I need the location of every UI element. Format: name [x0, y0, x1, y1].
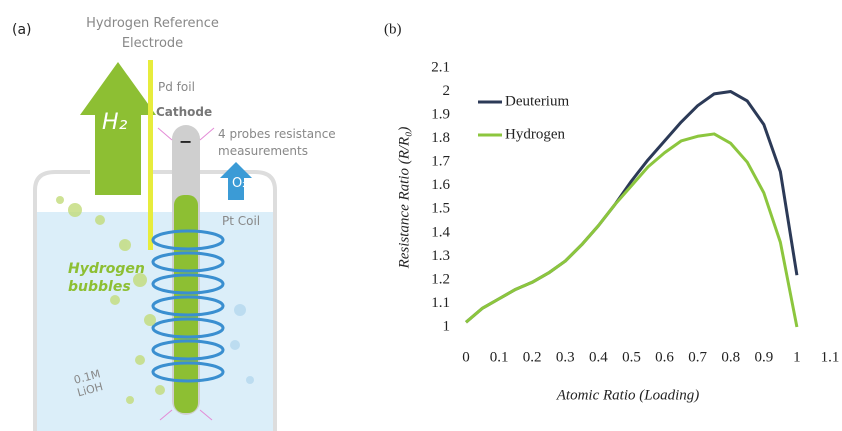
x-tick-label: 0.3 — [556, 349, 575, 365]
x-axis-label: Atomic Ratio (Loading) — [556, 387, 700, 403]
x-tick-label: 0.4 — [589, 349, 608, 365]
reference-label: Hydrogen Reference Electrode — [70, 14, 235, 54]
probes-label: 4 probes resistance measurements — [218, 126, 353, 160]
x-tick-label: 1.1 — [821, 349, 840, 365]
x-tick-label: 0 — [462, 349, 470, 365]
y-tick-label: 1.5 — [431, 201, 450, 217]
legend-label: Hydrogen — [505, 126, 565, 142]
y-axis-label: Resistance Ratio (R/R₀) — [396, 127, 412, 270]
x-tick-label: 0.5 — [622, 349, 641, 365]
canvas: (b) 1 1.1 1.2 1.3 1.4 1.5 1.6 1.7 1.8 1.9 2 2.1 0 0.1… — [0, 0, 842, 431]
h2-label: H₂ — [102, 110, 127, 135]
cathode-label: Cathode — [156, 105, 212, 119]
x-tick-label: 0.1 — [490, 349, 509, 365]
y-tick-label: 1 — [443, 318, 451, 334]
x-tick-label: 0.9 — [754, 349, 773, 365]
y-tick-label: 1.3 — [431, 248, 450, 264]
o2-label: O₂ — [232, 176, 247, 191]
y-tick-label: 2.1 — [431, 59, 450, 75]
y-tick-label: 2 — [443, 83, 451, 99]
series-line — [466, 134, 797, 327]
minus-sign: − — [179, 132, 192, 151]
panel-label: (a) — [12, 22, 32, 38]
x-tick-label: 0.2 — [523, 349, 542, 365]
y-tick-label: 1.7 — [431, 154, 450, 170]
y-tick-label: 1.4 — [431, 224, 450, 240]
y-tick-label: 1.9 — [431, 107, 450, 123]
pd-foil-label: Pd foil — [158, 80, 195, 94]
x-tick-label: 1 — [793, 349, 801, 365]
x-tick-label: 0.7 — [688, 349, 707, 365]
figure: (b) 1 1.1 1.2 1.3 1.4 1.5 1.6 1.7 1.8 1.9 2 2.1 0 0.1… — [0, 0, 842, 431]
diagram — [35, 60, 275, 431]
x-tick-label: 0.8 — [721, 349, 740, 365]
y-tick-label: 1.6 — [431, 177, 450, 193]
legend-label: Deuterium — [505, 93, 569, 109]
plot: 1 1.1 1.2 1.3 1.4 1.5 1.6 1.7 1.8 1.9 2 2.1 0 0.1 0.2 0… — [396, 59, 839, 403]
panel-label: (b) — [384, 21, 402, 37]
y-tick-label: 1.2 — [431, 271, 450, 287]
y-tick-label: 1.8 — [431, 130, 450, 146]
x-tick-label: 0.6 — [655, 349, 674, 365]
pt-coil-label: Pt Coil — [222, 214, 260, 228]
y-tick-label: 1.1 — [431, 295, 450, 311]
reference-electrode — [148, 60, 153, 250]
bubbles-label: Hydrogen bubbles — [68, 260, 148, 296]
